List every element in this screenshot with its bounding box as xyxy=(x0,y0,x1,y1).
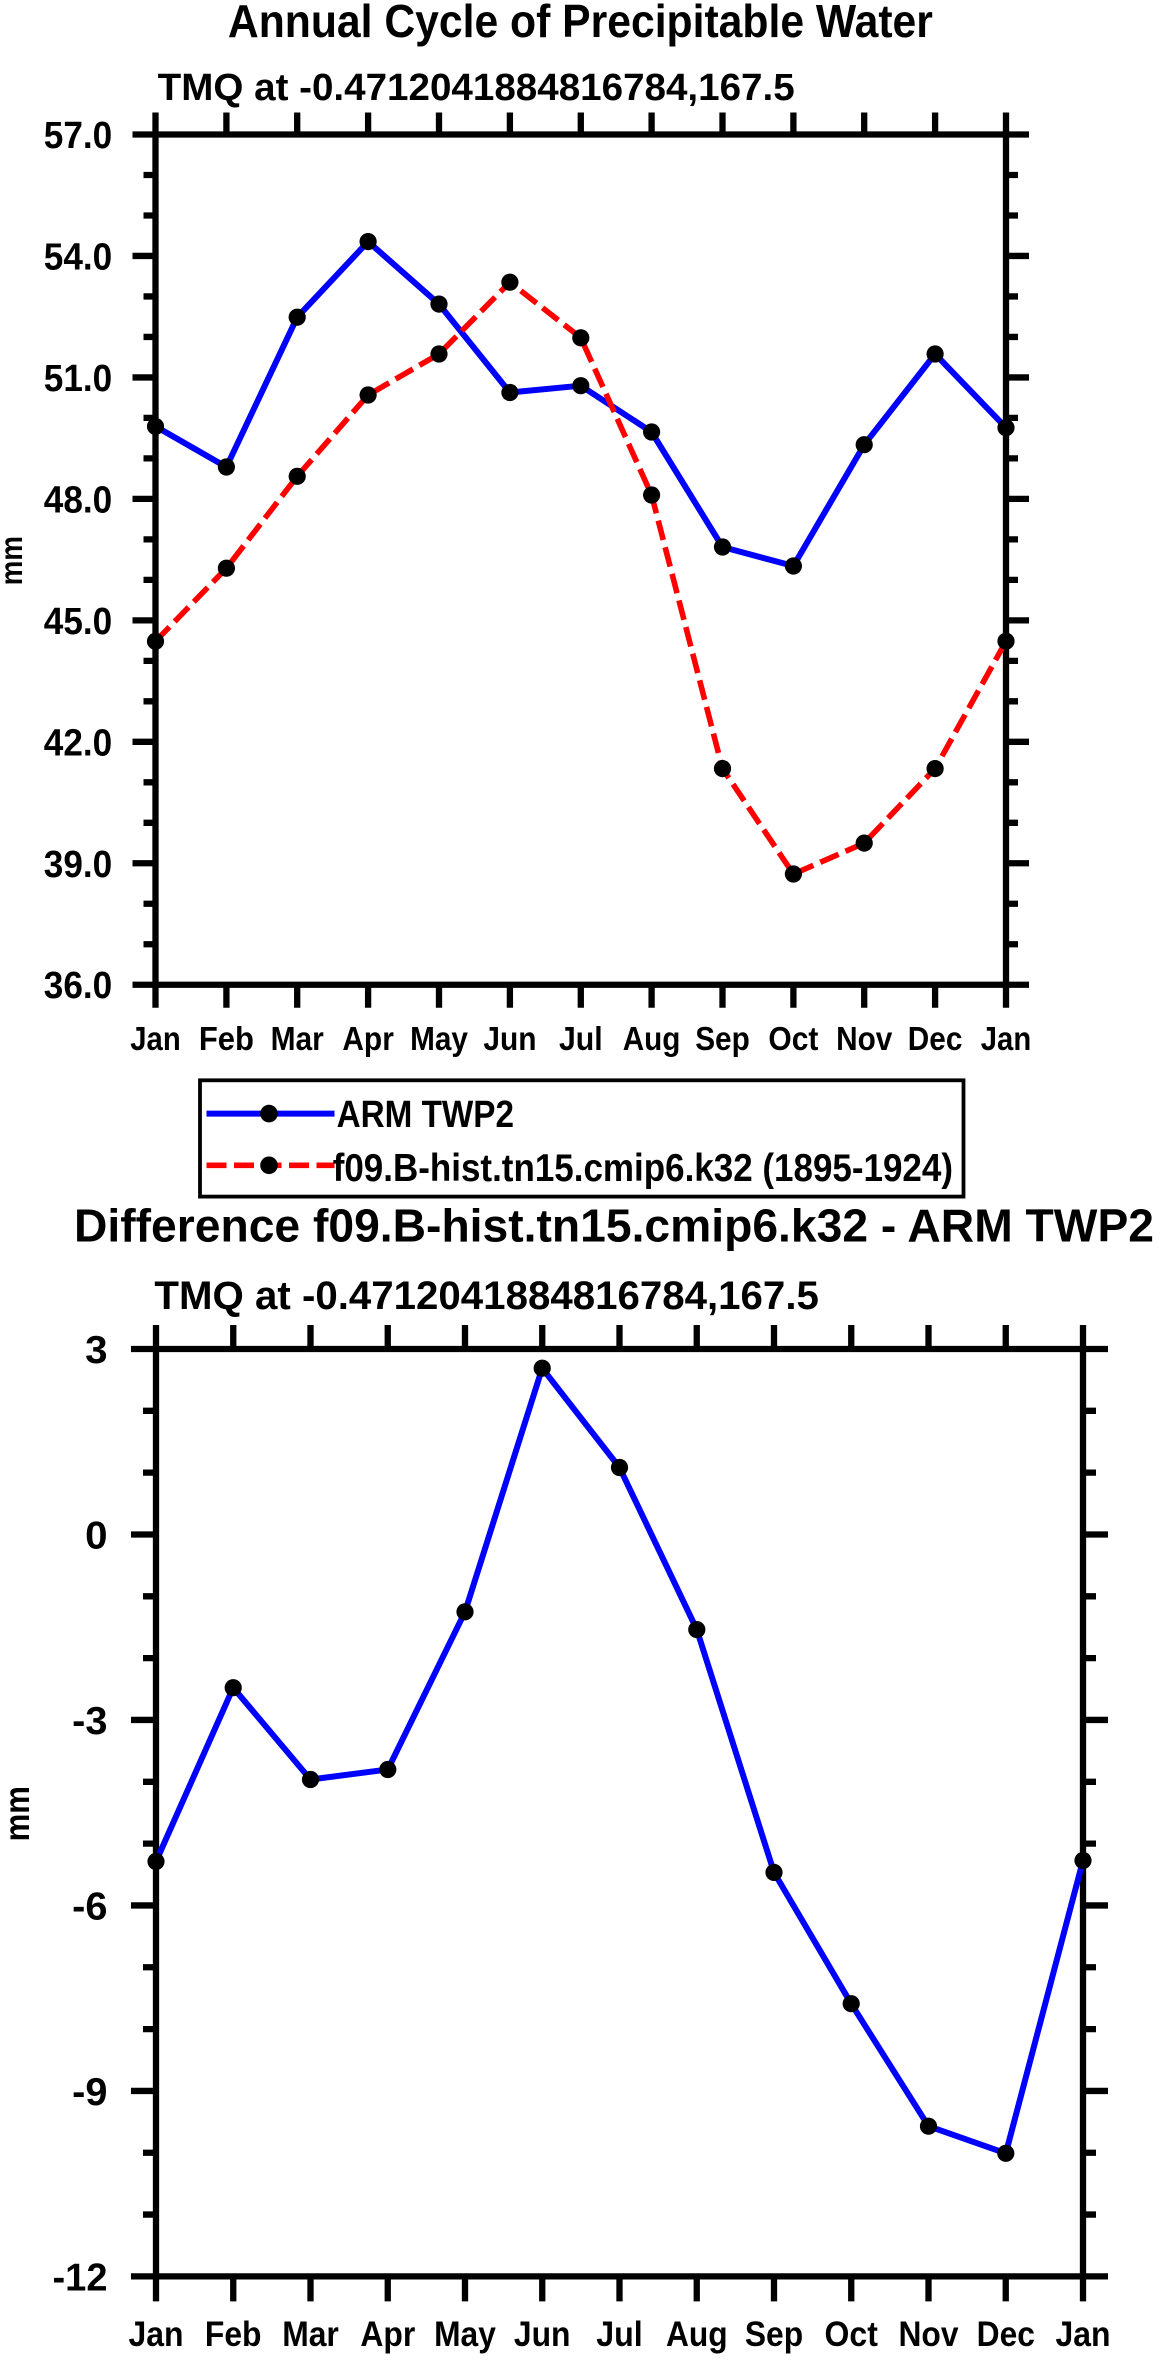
svg-text:Jan: Jan xyxy=(129,2315,184,2354)
svg-text:Jan: Jan xyxy=(981,1020,1031,1057)
svg-text:-9: -9 xyxy=(72,2071,107,2114)
svg-text:Sep: Sep xyxy=(745,2315,803,2354)
svg-text:Mar: Mar xyxy=(271,1020,324,1057)
svg-text:Annual Cycle of Precipitable W: Annual Cycle of Precipitable Water xyxy=(228,0,933,47)
svg-text:0: 0 xyxy=(85,1514,107,1557)
svg-text:Jun: Jun xyxy=(514,2315,571,2354)
svg-text:Nov: Nov xyxy=(836,1020,893,1057)
svg-text:Difference f09.B-hist.tn15.cmi: Difference f09.B-hist.tn15.cmip6.k32 - A… xyxy=(74,1200,1154,1252)
svg-text:36.0: 36.0 xyxy=(44,965,112,1007)
svg-text:Aug: Aug xyxy=(666,2315,728,2354)
svg-text:48.0: 48.0 xyxy=(44,479,112,521)
svg-text:Oct: Oct xyxy=(825,2315,879,2354)
svg-text:-12: -12 xyxy=(53,2256,108,2299)
svg-text:3: 3 xyxy=(85,1329,107,1372)
svg-text:May: May xyxy=(410,1020,468,1057)
svg-text:Feb: Feb xyxy=(199,1020,254,1057)
svg-text:TMQ at -0.4712041884816784,167: TMQ at -0.4712041884816784,167.5 xyxy=(154,1274,819,1318)
svg-text:42.0: 42.0 xyxy=(44,722,112,764)
svg-text:Sep: Sep xyxy=(695,1020,750,1057)
svg-text:45.0: 45.0 xyxy=(44,601,112,643)
svg-text:51.0: 51.0 xyxy=(44,358,112,400)
svg-text:Jan: Jan xyxy=(1056,2315,1111,2354)
svg-text:Dec: Dec xyxy=(977,2315,1035,2354)
svg-text:39.0: 39.0 xyxy=(44,844,112,886)
svg-text:f09.B-hist.tn15.cmip6.k32 (189: f09.B-hist.tn15.cmip6.k32 (1895-1924) xyxy=(333,1147,953,1190)
svg-text:-3: -3 xyxy=(72,1700,107,1743)
svg-text:Dec: Dec xyxy=(908,1020,963,1057)
svg-text:Mar: Mar xyxy=(282,2315,339,2354)
svg-text:Nov: Nov xyxy=(899,2315,959,2354)
svg-text:TMQ at -0.4712041884816784,167: TMQ at -0.4712041884816784,167.5 xyxy=(158,67,795,109)
svg-text:54.0: 54.0 xyxy=(44,237,112,279)
svg-text:mm: mm xyxy=(0,536,29,585)
svg-text:57.0: 57.0 xyxy=(44,115,112,157)
svg-text:mm: mm xyxy=(0,1786,37,1841)
svg-text:Apr: Apr xyxy=(360,2315,415,2354)
svg-text:Feb: Feb xyxy=(205,2315,262,2354)
svg-text:ARM TWP2: ARM TWP2 xyxy=(337,1094,514,1136)
svg-text:Jul: Jul xyxy=(596,2315,643,2354)
svg-text:May: May xyxy=(434,2315,496,2354)
svg-text:Aug: Aug xyxy=(623,1020,681,1057)
svg-text:Jun: Jun xyxy=(483,1020,536,1057)
svg-text:Apr: Apr xyxy=(342,1020,394,1057)
svg-text:Oct: Oct xyxy=(768,1020,818,1057)
svg-text:-6: -6 xyxy=(72,1885,107,1928)
svg-text:Jul: Jul xyxy=(559,1020,603,1057)
svg-text:Jan: Jan xyxy=(130,1020,180,1057)
